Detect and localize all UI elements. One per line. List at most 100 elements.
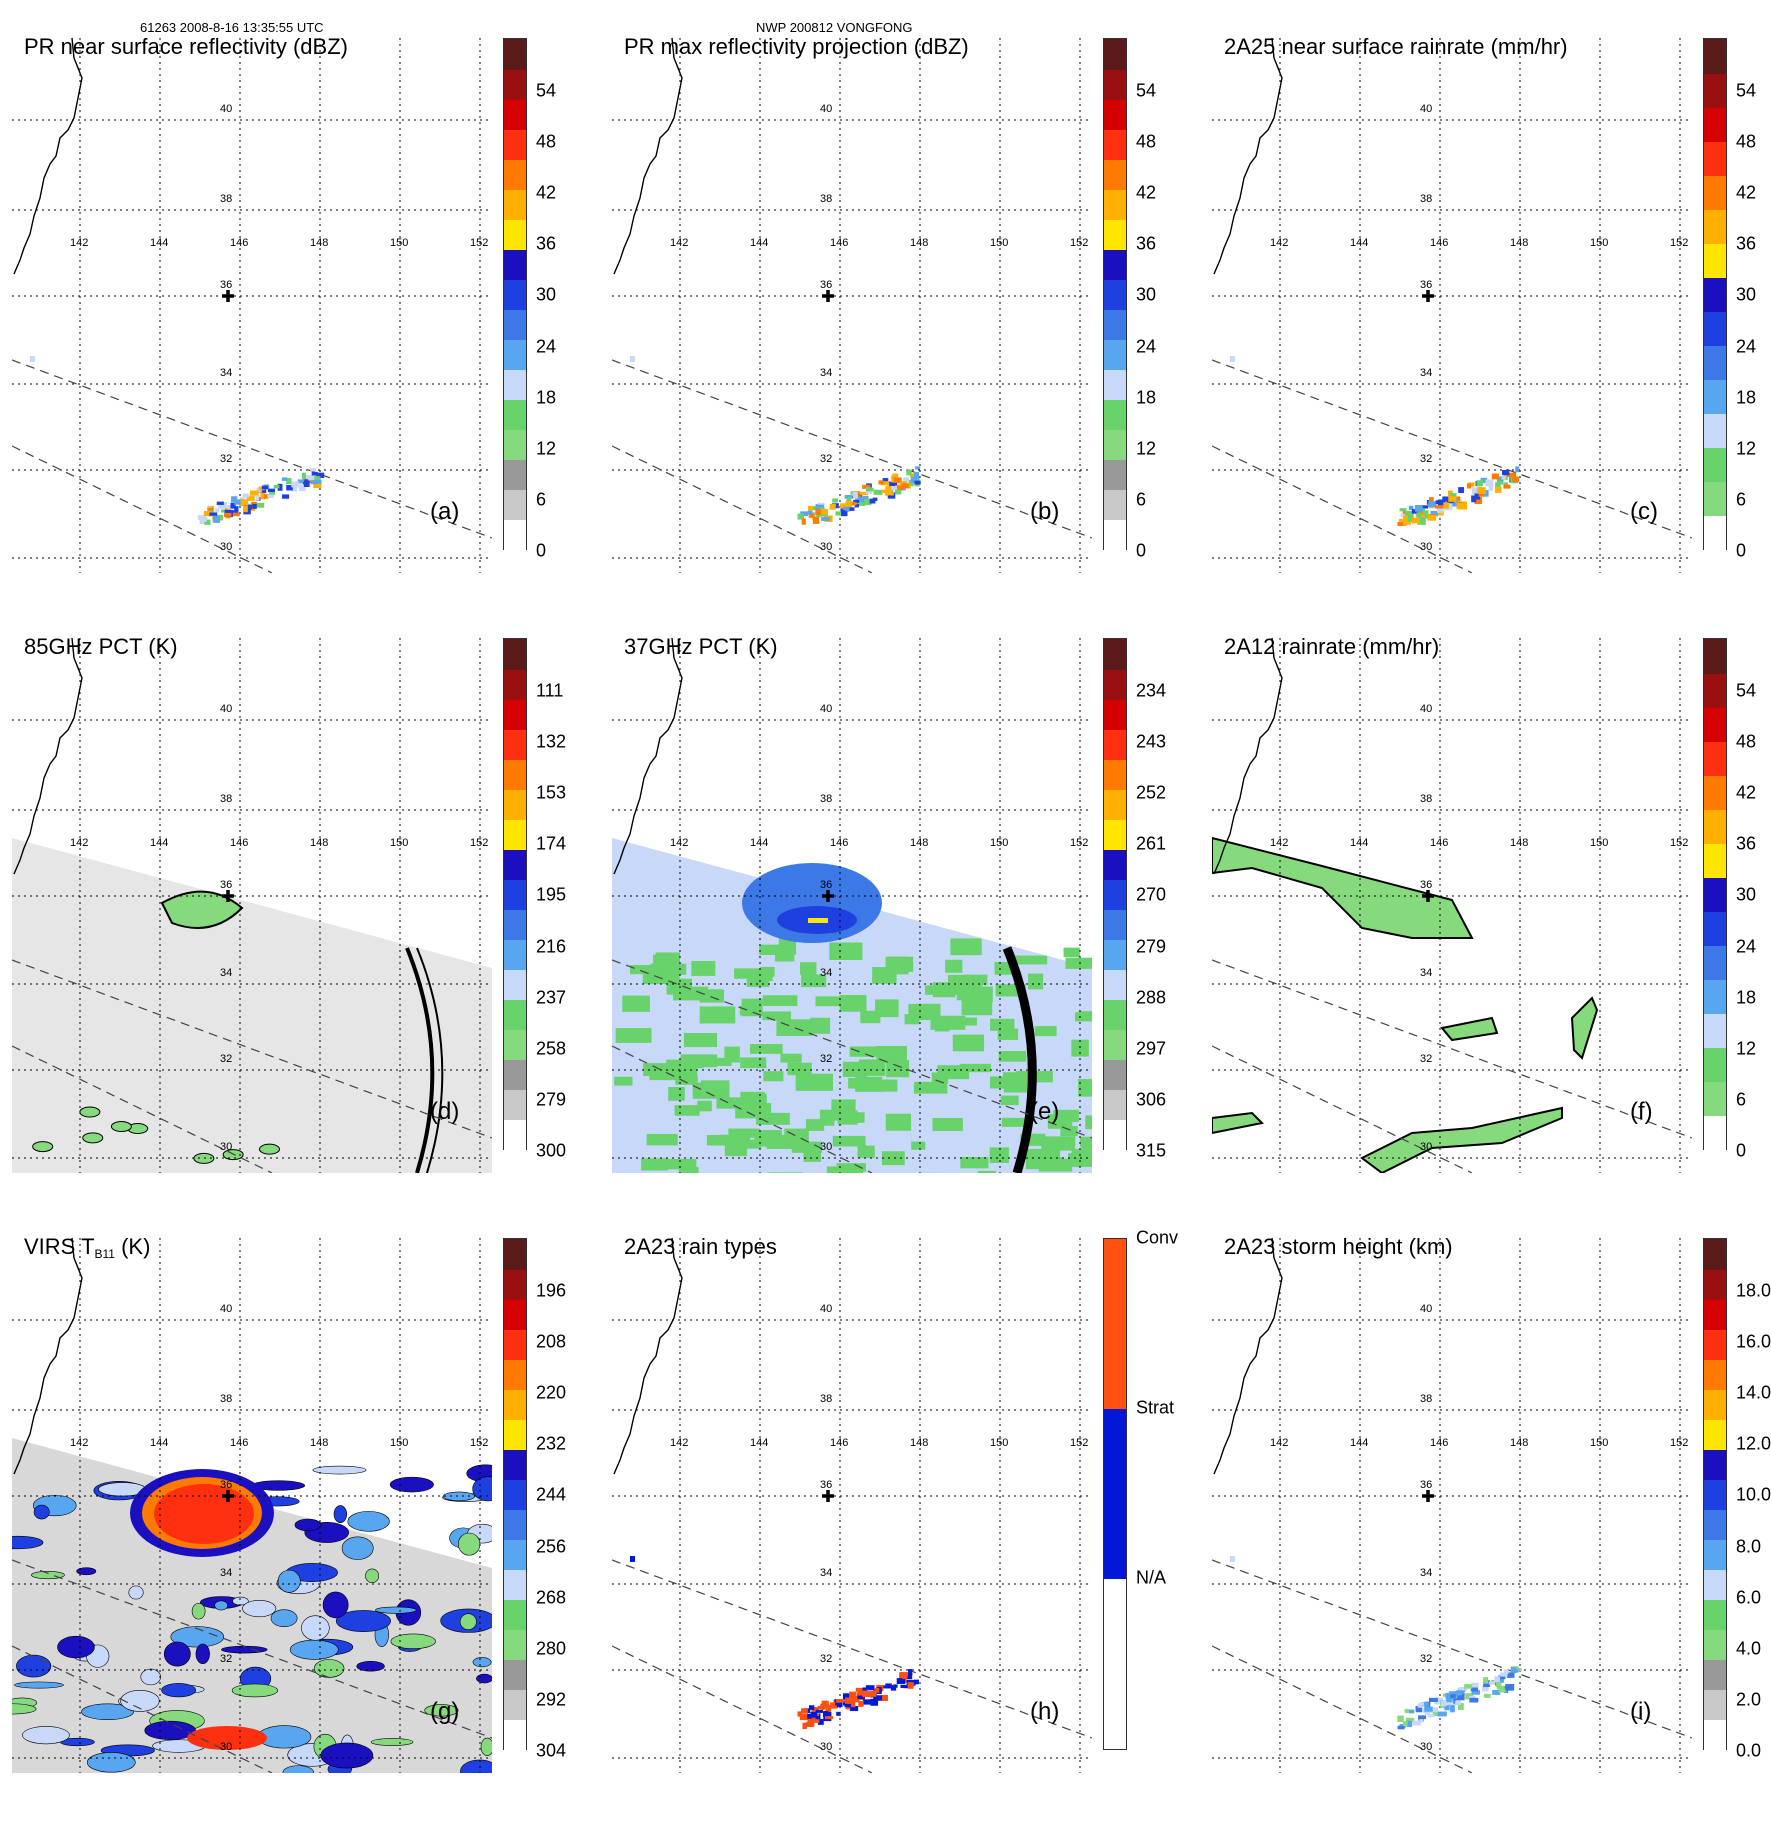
rain-pixel	[802, 519, 806, 525]
colorbar-segment	[504, 159, 526, 190]
longitude-label: 146	[830, 837, 848, 849]
latitude-label: 30	[1420, 1741, 1432, 1753]
colorbar-segment	[1704, 1081, 1726, 1116]
colorbar-tick: 153	[536, 783, 566, 804]
longitude-label: 150	[390, 1437, 408, 1449]
colorbar-segment	[1104, 939, 1126, 970]
rain-pixel	[1435, 505, 1444, 508]
tb-cell	[701, 1080, 729, 1098]
pr-swath-edge	[12, 360, 492, 538]
cold-cloud-top	[154, 1484, 254, 1544]
colorbar-tick: 0	[1736, 1141, 1746, 1162]
colorbar-segment	[1104, 279, 1126, 310]
rain-contour	[1442, 1018, 1497, 1040]
tb-cell	[1085, 1115, 1092, 1129]
rain-pixel	[1500, 1673, 1507, 1677]
colorbar-tick: 18	[1136, 388, 1156, 409]
tb-cell	[962, 999, 993, 1015]
colorbar-tick: 132	[536, 732, 566, 753]
rain-pixel	[1464, 1684, 1472, 1689]
rain-pixel	[1409, 1710, 1414, 1714]
cloud-cell	[473, 1657, 491, 1666]
tb-cell	[1026, 1157, 1062, 1169]
colorbar-tick: 42	[1736, 783, 1756, 804]
colorbar-segment	[1104, 519, 1126, 550]
colorbar-segment	[1704, 639, 1726, 674]
colorbar-segment	[1704, 1419, 1726, 1450]
rain-contour	[1212, 838, 1472, 938]
rain-pixel	[1443, 502, 1449, 508]
colorbar-segment	[1104, 159, 1126, 190]
latitude-label: 34	[820, 367, 832, 379]
panel-label: (g)	[430, 1698, 459, 1726]
rain-pixel	[1448, 496, 1456, 502]
colorbar-tick: 270	[1136, 885, 1166, 906]
longitude-label: 146	[830, 237, 848, 249]
rain-pixel	[1495, 487, 1502, 493]
colorbar-tick: Strat	[1136, 1398, 1174, 1419]
colorbar-segment	[504, 969, 526, 1000]
latitude-label: 34	[220, 367, 232, 379]
colorbar-segment	[1704, 707, 1726, 742]
colorbar-segment	[1704, 311, 1726, 346]
latitude-label: 30	[820, 1741, 832, 1753]
rain-pixel	[252, 504, 257, 509]
colorbar-segment	[1704, 1115, 1726, 1150]
colorbar	[503, 38, 527, 550]
tb-cell	[653, 955, 677, 965]
colorbar-tick: Conv	[1136, 1228, 1178, 1249]
rain-pixel	[215, 508, 220, 512]
rain-pixel	[1437, 508, 1444, 512]
tb-cell	[1078, 1079, 1092, 1097]
latitude-label: 38	[1420, 193, 1432, 205]
rain-pixel	[1489, 485, 1494, 491]
rain-pixel	[30, 356, 35, 362]
colorbar-segment	[504, 789, 526, 820]
rain-pixel	[832, 498, 838, 502]
panel-label: (f)	[1630, 1098, 1653, 1126]
longitude-label: 146	[830, 1437, 848, 1449]
longitude-label: 150	[1590, 837, 1608, 849]
colorbar-segment	[1704, 877, 1726, 912]
tb-cell	[838, 1169, 856, 1173]
colorbar-tick: 0	[1136, 541, 1146, 562]
colorbar-segment	[1704, 379, 1726, 414]
colorbar	[503, 638, 527, 1150]
cloud-cell	[141, 1669, 161, 1685]
longitude-label: 148	[910, 1437, 928, 1449]
rain-pixel	[630, 356, 635, 362]
panel-label: (b)	[1030, 498, 1059, 526]
latitude-label: 38	[1420, 793, 1432, 805]
colorbar-tick: 111	[536, 681, 563, 702]
latitude-label: 32	[1420, 1653, 1432, 1665]
longitude-label: 148	[910, 837, 928, 849]
rain-cell	[33, 1142, 53, 1152]
longitude-label: 152	[470, 237, 488, 249]
colorbar-segment	[504, 909, 526, 940]
rain-cell	[111, 1122, 131, 1132]
orbit-timestamp: 61263 2008-8-16 13:35:55 UTC	[140, 20, 324, 35]
rain-pixel	[1494, 1676, 1500, 1682]
colorbar-tick: 12.0	[1736, 1434, 1771, 1455]
latitude-label: 34	[820, 967, 832, 979]
storm-center-marker	[822, 1490, 834, 1502]
rain-pixel	[1457, 502, 1465, 509]
latitude-label: 38	[220, 793, 232, 805]
longitude-label: 142	[70, 237, 88, 249]
rain-pixel	[233, 513, 240, 517]
colorbar-tick: 195	[536, 885, 566, 906]
longitude-label: 144	[1350, 837, 1368, 849]
panel-label: (e)	[1030, 1098, 1059, 1126]
rain-pixel	[1403, 516, 1408, 521]
rain-pixel	[1503, 485, 1510, 489]
cloud-cell	[58, 1636, 95, 1658]
rain-pixel	[797, 1711, 801, 1716]
colorbar-tick: 256	[536, 1537, 566, 1558]
tb-cell	[829, 942, 862, 960]
